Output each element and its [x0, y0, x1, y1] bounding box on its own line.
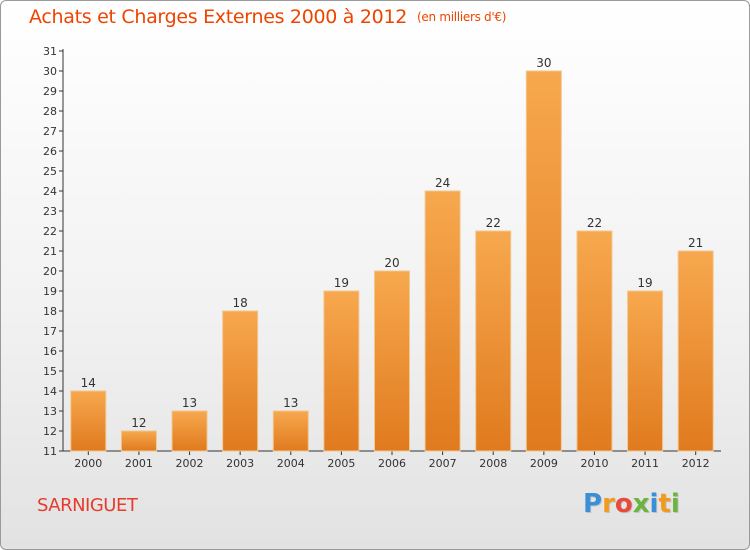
bar-2009 [525, 70, 562, 452]
data-label-2002: 13 [182, 396, 197, 410]
brand-logo: Proxiti [583, 489, 680, 519]
y-tick-label: 30 [43, 65, 57, 78]
y-tick-label: 14 [43, 385, 57, 398]
x-tick-label-2000: 2000 [74, 457, 102, 470]
bar-2003 [222, 310, 259, 452]
y-tick-label: 24 [43, 185, 57, 198]
x-tick-label-2001: 2001 [125, 457, 153, 470]
y-tick-label: 13 [43, 405, 57, 418]
bar-2006 [374, 270, 410, 452]
brand-letter: P [583, 489, 603, 519]
y-tick-label: 21 [43, 245, 57, 258]
x-tick-label-2004: 2004 [277, 457, 305, 470]
x-tick-label-2010: 2010 [580, 457, 608, 470]
chart-labels: 14 12 13 18 13 19 20 24 22 30 22 19 21 [81, 56, 704, 430]
y-tick-label: 18 [43, 305, 57, 318]
chart-subtitle: (en milliers d'€) [417, 10, 507, 24]
x-tick-label-2005: 2005 [327, 457, 355, 470]
bar-2010 [576, 230, 613, 452]
brand-letter: o [614, 489, 633, 519]
y-tick-label: 20 [43, 265, 57, 278]
bar-2012 [677, 250, 714, 452]
x-tick-label-2006: 2006 [378, 457, 406, 470]
x-tick-label-2007: 2007 [429, 457, 457, 470]
data-label-2012: 21 [688, 236, 703, 250]
bar-2007 [424, 190, 461, 452]
commune-name: SARNIGUET [37, 495, 138, 516]
chart-title: Achats et Charges Externes 2000 à 2012 (e… [29, 6, 506, 28]
data-label-2004: 13 [283, 396, 298, 410]
x-tick-label-2003: 2003 [226, 457, 254, 470]
y-tick-label: 25 [43, 165, 57, 178]
y-tick-label: 16 [43, 345, 57, 358]
data-label-2005: 19 [334, 276, 349, 290]
chart-title-text: Achats et Charges Externes 2000 à 2012 [29, 6, 408, 28]
y-tick-label: 29 [43, 85, 57, 98]
bar-2004 [272, 410, 309, 452]
data-label-2007: 24 [435, 176, 450, 190]
y-tick-label: 26 [43, 145, 57, 158]
brand-letter: x [632, 489, 650, 519]
brand-letter: i [670, 489, 680, 519]
y-tick-label: 28 [43, 105, 57, 118]
x-tick-label-2012: 2012 [682, 457, 710, 470]
data-label-2006: 20 [384, 256, 399, 270]
y-tick-label: 19 [43, 285, 57, 298]
data-label-2000: 14 [81, 376, 96, 390]
y-tick-label: 15 [43, 365, 57, 378]
brand-letter: i [649, 489, 659, 519]
x-tick-label-2002: 2002 [176, 457, 204, 470]
data-label-2009: 30 [536, 56, 551, 70]
chart-bars [70, 70, 714, 452]
x-tick-label-2008: 2008 [479, 457, 507, 470]
data-label-2003: 18 [233, 296, 248, 310]
bar-2002 [171, 410, 208, 452]
y-tick-label: 23 [43, 205, 57, 218]
brand-letter: r [602, 489, 615, 519]
bar-2001 [120, 430, 157, 452]
bar-2000 [70, 390, 107, 452]
bar-2008 [475, 230, 512, 452]
y-tick-label: 12 [43, 425, 57, 438]
y-tick-label: 31 [43, 45, 57, 58]
data-label-2001: 12 [131, 416, 146, 430]
brand-letter: t [658, 489, 671, 519]
data-label-2010: 22 [587, 216, 602, 230]
data-label-2011: 19 [637, 276, 652, 290]
bar-2005 [323, 290, 360, 452]
bar-2011 [627, 290, 664, 452]
x-tick-label-2009: 2009 [530, 457, 558, 470]
x-tick-label-2011: 2011 [631, 457, 659, 470]
y-tick-label: 11 [43, 445, 57, 458]
y-tick-label: 22 [43, 225, 57, 238]
y-tick-label: 17 [43, 325, 57, 338]
y-tick-label: 27 [43, 125, 57, 138]
data-label-2008: 22 [486, 216, 501, 230]
